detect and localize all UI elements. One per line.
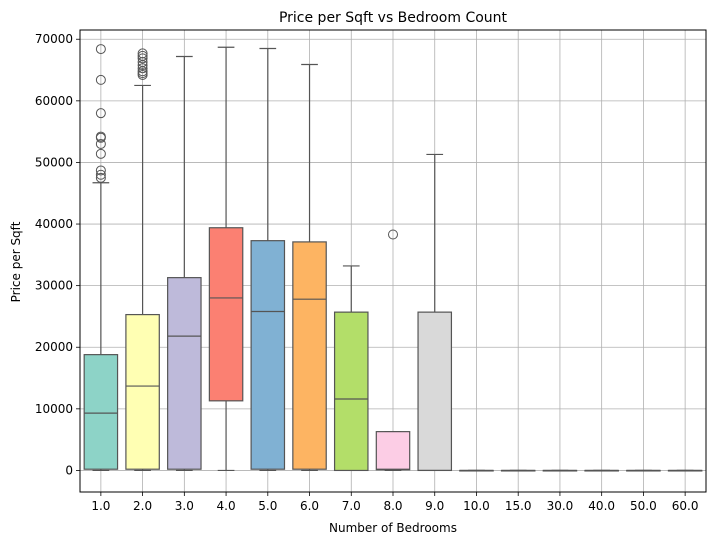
box-body (417, 311, 453, 472)
box-8-0 (375, 229, 411, 472)
box-1-0 (83, 44, 119, 472)
box-body (83, 354, 119, 470)
x-axis-label: Number of Bedrooms (329, 521, 457, 535)
box-body (208, 227, 244, 402)
x-tick-label: 8.0 (383, 499, 402, 513)
outlier-point (95, 138, 106, 149)
x-tick-label: 60.0 (672, 499, 699, 513)
outlier-point (95, 169, 106, 180)
outlier-point (95, 44, 106, 55)
x-tick-label: 50.0 (630, 499, 657, 513)
y-tick-label: 30000 (35, 279, 73, 293)
x-tick-label: 30.0 (547, 499, 574, 513)
x-tick-label: 15.0 (505, 499, 532, 513)
outlier-point (95, 131, 106, 142)
box-3-0 (167, 55, 202, 472)
y-tick-label: 20000 (35, 340, 73, 354)
y-tick-label: 50000 (35, 155, 73, 169)
box-body (292, 241, 327, 470)
outlier-point (137, 48, 148, 59)
box-5-0 (250, 47, 286, 472)
x-tick-label: 2.0 (133, 499, 152, 513)
y-tick-label: 0 (65, 463, 73, 477)
box-50-0 (626, 469, 661, 472)
x-tick-label: 40.0 (588, 499, 615, 513)
outlier-point (137, 53, 148, 64)
x-tick-label: 4.0 (217, 499, 236, 513)
plot-area: 0 10000 20000 30000 40000 50000 60000 70000 1.0 2… (35, 29, 707, 513)
axes-frame (79, 29, 707, 493)
box-4-0 (208, 46, 244, 472)
x-tick-label: 1.0 (91, 499, 110, 513)
box-body (375, 431, 411, 471)
box-30-0 (542, 469, 578, 472)
y-tick-label: 40000 (35, 217, 73, 231)
outlier-point (137, 50, 148, 61)
outlier-point (95, 165, 106, 176)
box-10-0 (459, 469, 494, 472)
box-body (125, 313, 160, 470)
y-axis-label: Price per Sqft (9, 221, 23, 302)
x-tick-label: 10.0 (463, 499, 490, 513)
x-tick-label: 9.0 (425, 499, 444, 513)
box-body (250, 240, 286, 470)
box-15-0 (500, 469, 536, 472)
y-tick-label: 10000 (35, 402, 73, 416)
box-9-0 (417, 153, 453, 472)
y-tick-label: 70000 (35, 32, 73, 46)
box-40-0 (584, 469, 619, 472)
outlier-point (95, 148, 106, 159)
outlier-point (137, 63, 148, 74)
box-2-0 (125, 48, 160, 472)
box-7-0 (333, 265, 369, 472)
box-6-0 (292, 63, 327, 472)
box-60-0 (667, 469, 703, 472)
boxes (83, 44, 703, 472)
box-body (167, 277, 202, 470)
outlier-point (95, 108, 106, 119)
outlier-point (388, 229, 398, 240)
box-body (333, 311, 369, 472)
x-tick-label: 3.0 (175, 499, 194, 513)
x-tick-label: 5.0 (258, 499, 277, 513)
x-tick-label: 6.0 (300, 499, 319, 513)
chart-title: Price per Sqft vs Bedroom Count (279, 10, 508, 26)
outlier-point (95, 172, 106, 183)
y-tick-label: 60000 (35, 94, 73, 108)
x-tick-label: 7.0 (342, 499, 361, 513)
outlier-point (95, 74, 106, 85)
